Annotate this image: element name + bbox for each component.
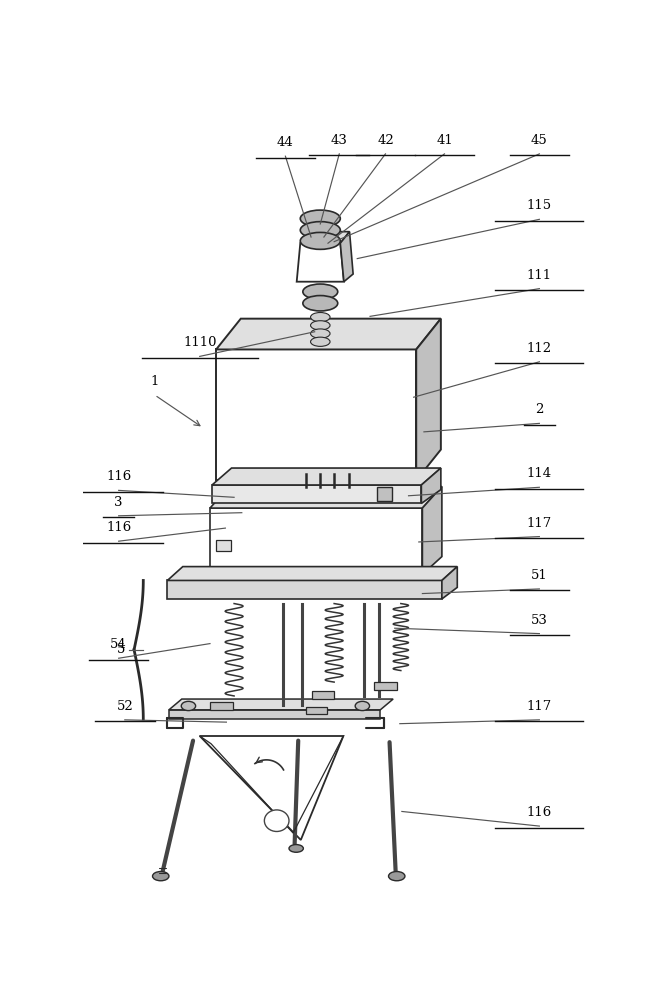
Text: 3: 3 bbox=[115, 496, 123, 509]
Polygon shape bbox=[212, 468, 441, 485]
Ellipse shape bbox=[310, 337, 330, 346]
Ellipse shape bbox=[301, 210, 340, 227]
FancyBboxPatch shape bbox=[377, 487, 392, 501]
Text: 53: 53 bbox=[531, 614, 547, 627]
Text: 2: 2 bbox=[535, 403, 544, 416]
FancyBboxPatch shape bbox=[210, 702, 232, 710]
Ellipse shape bbox=[301, 222, 340, 239]
Polygon shape bbox=[167, 580, 442, 599]
Polygon shape bbox=[442, 567, 457, 599]
Ellipse shape bbox=[355, 701, 369, 711]
Text: 44: 44 bbox=[277, 136, 294, 149]
Text: 116: 116 bbox=[527, 806, 552, 819]
Polygon shape bbox=[212, 485, 422, 503]
Text: 52: 52 bbox=[117, 700, 133, 713]
Polygon shape bbox=[301, 232, 350, 243]
Text: 43: 43 bbox=[331, 134, 348, 147]
Polygon shape bbox=[216, 349, 416, 480]
Ellipse shape bbox=[310, 329, 330, 338]
Polygon shape bbox=[200, 736, 344, 840]
Text: 117: 117 bbox=[527, 700, 552, 713]
Ellipse shape bbox=[303, 296, 338, 311]
Text: 115: 115 bbox=[527, 199, 552, 212]
Polygon shape bbox=[422, 468, 441, 503]
Ellipse shape bbox=[289, 845, 303, 852]
Ellipse shape bbox=[310, 312, 330, 322]
Polygon shape bbox=[216, 319, 441, 349]
Polygon shape bbox=[169, 699, 393, 710]
Text: 111: 111 bbox=[527, 269, 552, 282]
Ellipse shape bbox=[301, 232, 340, 249]
Ellipse shape bbox=[264, 810, 289, 831]
Text: 114: 114 bbox=[527, 467, 552, 480]
Ellipse shape bbox=[389, 872, 405, 881]
FancyBboxPatch shape bbox=[312, 691, 334, 699]
Text: 51: 51 bbox=[531, 569, 547, 582]
FancyBboxPatch shape bbox=[216, 540, 230, 551]
Polygon shape bbox=[422, 487, 442, 574]
Ellipse shape bbox=[303, 284, 338, 299]
Text: 41: 41 bbox=[436, 134, 453, 147]
Polygon shape bbox=[340, 232, 353, 282]
FancyBboxPatch shape bbox=[374, 682, 397, 690]
Text: 112: 112 bbox=[527, 342, 552, 355]
Text: 1: 1 bbox=[150, 375, 159, 388]
Text: 5: 5 bbox=[117, 643, 125, 656]
Ellipse shape bbox=[152, 872, 169, 881]
Ellipse shape bbox=[181, 701, 196, 711]
Polygon shape bbox=[169, 710, 380, 719]
Polygon shape bbox=[167, 567, 457, 580]
Text: 116: 116 bbox=[106, 521, 131, 534]
Text: 42: 42 bbox=[377, 134, 394, 147]
Polygon shape bbox=[416, 319, 441, 480]
Text: 1110: 1110 bbox=[183, 336, 216, 349]
Text: 45: 45 bbox=[531, 134, 547, 147]
Polygon shape bbox=[210, 508, 422, 574]
Text: 54: 54 bbox=[111, 638, 127, 651]
Polygon shape bbox=[297, 243, 344, 282]
Polygon shape bbox=[210, 487, 442, 508]
Ellipse shape bbox=[310, 321, 330, 330]
Text: 116: 116 bbox=[106, 470, 131, 483]
FancyBboxPatch shape bbox=[306, 707, 328, 714]
Text: 117: 117 bbox=[527, 517, 552, 530]
